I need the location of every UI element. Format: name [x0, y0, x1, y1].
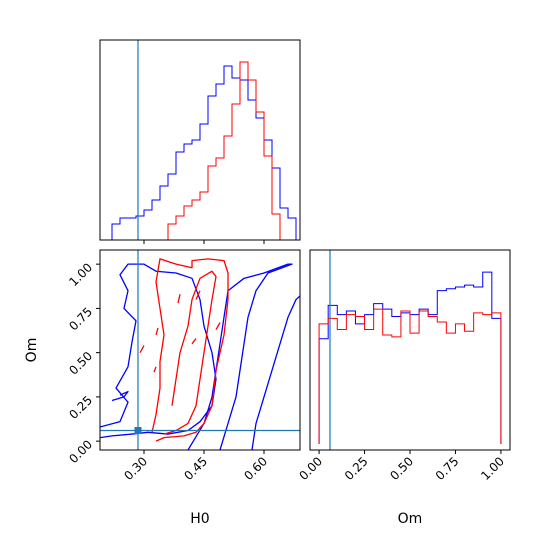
joint-contour-red-7	[195, 290, 201, 300]
joint-contour-red-2	[139, 345, 145, 353]
joint-contour-red-0	[151, 258, 229, 442]
joint-contour-red-3	[155, 327, 159, 336]
joint-x-axis-label: H0	[190, 511, 209, 527]
joint-contours	[100, 258, 300, 450]
hist-h0-series-blue	[104, 65, 297, 241]
joint-y-axis-label: Om	[24, 338, 40, 363]
joint-contour-red-5	[177, 294, 181, 304]
joint-contour-red-6	[191, 338, 197, 345]
joint-contour-red-4	[153, 366, 157, 373]
joint-contour-blue-3	[111, 390, 129, 402]
hist-h0-panel	[99, 39, 301, 244]
hist-h0-frame	[99, 39, 301, 241]
joint-contour-red-8	[215, 322, 221, 330]
joint-contour-blue-0	[100, 263, 217, 439]
joint-contour-blue-2	[251, 295, 300, 450]
hist-om-x-axis-label: Om	[398, 511, 423, 527]
hist-om-series-red	[318, 308, 502, 444]
joint-contour-red-1	[163, 270, 217, 435]
hist-om-marks	[318, 271, 502, 444]
joint-truth-marker	[134, 427, 142, 435]
hist-h0-ticks	[143, 240, 265, 244]
joint-frame	[99, 249, 301, 451]
